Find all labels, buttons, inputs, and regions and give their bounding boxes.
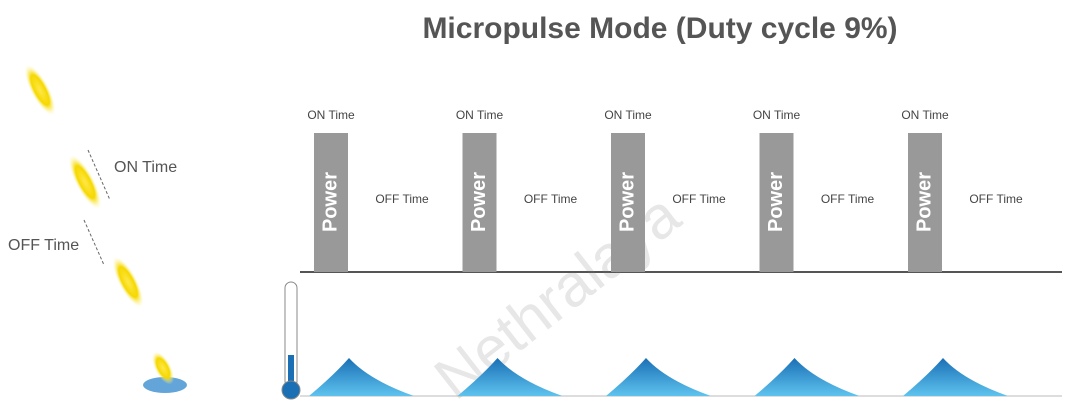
power-label: Power [468,172,490,232]
on-time-label: ON Time [307,108,355,122]
off-time-label: OFF Time [375,192,429,206]
off-time-label: OFF Time [672,192,726,206]
power-label: Power [913,172,935,232]
power-label: Power [616,172,638,232]
power-label: Power [319,172,341,232]
power-pulse [462,133,497,272]
power-pulse [759,133,794,272]
legend-on: ON Time [114,159,177,176]
power-pulse [314,133,348,272]
on-time-label: ON Time [753,108,801,122]
off-time-label: OFF Time [524,192,578,206]
title: Micropulse Mode (Duty cycle 9%) [422,12,897,45]
power-pulse [908,133,942,272]
legend-off: OFF Time [8,237,79,254]
on-time-label: ON Time [456,108,504,122]
on-time-label: ON Time [604,108,652,122]
temperature-peak [754,358,860,396]
temperature-peak [903,358,1008,396]
temperature-peak [457,358,563,396]
power-label: Power [765,172,787,232]
laser-beam [24,64,187,393]
temperature-peak [309,358,414,396]
on-time-label: ON Time [901,108,949,122]
off-time-label: OFF Time [821,192,875,206]
off-time-label: OFF Time [969,192,1023,206]
temperature-peak [606,358,711,396]
power-pulse [611,133,645,272]
thermometer [281,281,301,400]
